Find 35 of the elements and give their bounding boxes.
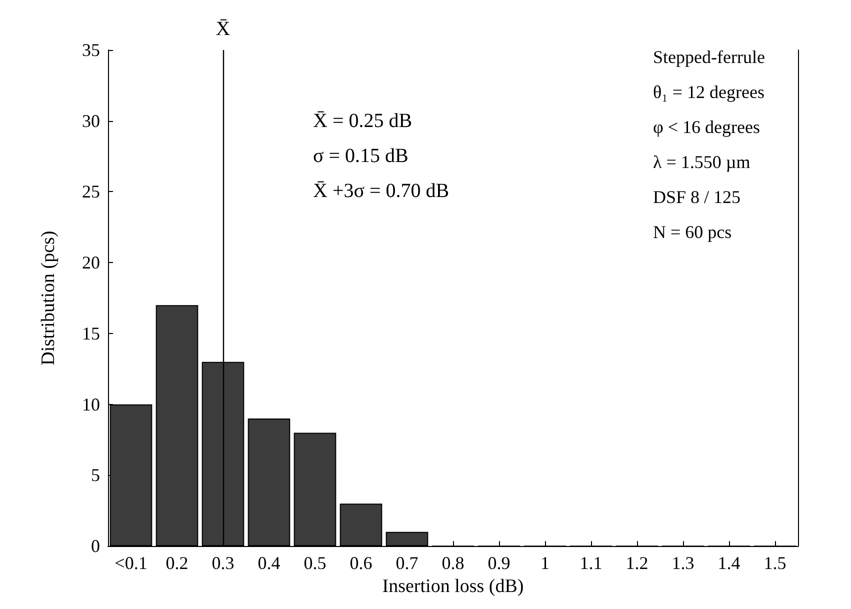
x-tick-label: 0.2 — [166, 553, 188, 574]
x-tick-label: 0.5 — [304, 553, 326, 574]
annotation: φ < 16 degrees — [653, 117, 760, 137]
y-tick-label: 20 — [82, 252, 100, 273]
x-tick-label: <0.1 — [114, 553, 148, 574]
annotation: θ₁ = 12 degrees — [653, 82, 765, 102]
ref-line-label: X̄ — [216, 18, 231, 40]
x-tick-label: 1 — [540, 553, 550, 574]
x-tick-label: 0.6 — [350, 553, 372, 574]
x-tick-label: 1.3 — [672, 553, 694, 574]
annotation: X̄ = 0.25 dB — [313, 110, 412, 132]
y-tick-label: 25 — [82, 182, 100, 202]
x-tick-label: 0.4 — [258, 553, 280, 574]
annotation: Stepped-ferrule — [653, 47, 765, 67]
x-tick-label: 1.2 — [626, 553, 648, 574]
x-axis-title: Insertion loss (dB) — [382, 576, 524, 597]
y-tick-label: 30 — [82, 110, 100, 131]
annotation: σ = 0.15 dB — [313, 145, 408, 167]
x-tick-label: 0.3 — [212, 553, 234, 574]
annotation: λ = 1.550 µm — [653, 152, 750, 172]
y-tick-label: 35 — [82, 40, 100, 60]
annotation: DSF 8 / 125 — [653, 187, 741, 207]
x-tick-label: 1.4 — [718, 553, 740, 574]
x-tick-label: 0.7 — [396, 553, 418, 574]
x-tick-label: 0.8 — [442, 553, 464, 574]
x-tick-label: 1.5 — [764, 553, 786, 574]
x-tick-label: 0.9 — [488, 553, 510, 574]
y-tick-label: 15 — [82, 323, 100, 344]
annotation: X̄ +3σ = 0.70 dB — [313, 180, 450, 202]
x-tick-label: 1.1 — [580, 553, 602, 574]
annotation: N = 60 pcs — [653, 222, 732, 242]
y-tick-label: 10 — [82, 394, 100, 414]
y-axis-title: Distribution (pcs) — [38, 230, 59, 366]
y-tick-label: 0 — [91, 536, 100, 556]
y-tick-label: 5 — [91, 465, 100, 486]
